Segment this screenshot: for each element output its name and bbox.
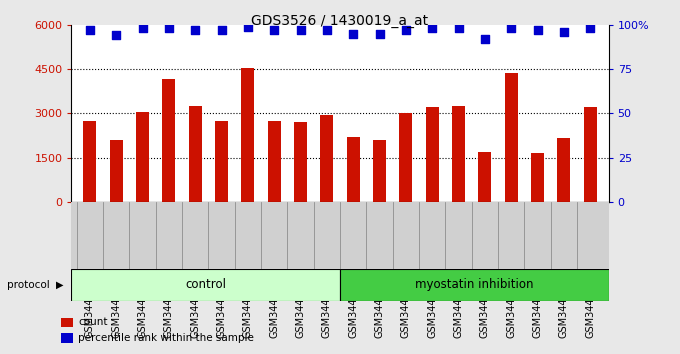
Text: count: count bbox=[78, 318, 107, 327]
Point bbox=[190, 27, 201, 33]
Text: control: control bbox=[185, 279, 226, 291]
Bar bbox=[347, 137, 360, 202]
Point bbox=[401, 27, 411, 33]
Point bbox=[374, 31, 385, 36]
Point bbox=[163, 25, 174, 31]
Text: protocol: protocol bbox=[7, 280, 50, 290]
Bar bbox=[83, 121, 97, 202]
Point bbox=[479, 36, 490, 42]
Point bbox=[532, 27, 543, 33]
Bar bbox=[109, 140, 123, 202]
Point bbox=[453, 25, 464, 31]
Bar bbox=[452, 106, 465, 202]
Bar bbox=[478, 152, 492, 202]
Text: ▶: ▶ bbox=[56, 280, 63, 290]
Bar bbox=[71, 269, 340, 301]
Bar bbox=[241, 68, 254, 202]
Bar bbox=[531, 153, 544, 202]
Point bbox=[558, 29, 569, 35]
Bar bbox=[294, 122, 307, 202]
Bar bbox=[215, 121, 228, 202]
Bar bbox=[268, 121, 281, 202]
Bar bbox=[373, 140, 386, 202]
Bar bbox=[163, 79, 175, 202]
Point bbox=[137, 25, 148, 31]
Point bbox=[242, 24, 253, 29]
Bar bbox=[188, 106, 202, 202]
Point bbox=[269, 27, 279, 33]
Point bbox=[111, 33, 122, 38]
Bar bbox=[399, 113, 412, 202]
Point bbox=[216, 27, 227, 33]
Text: percentile rank within the sample: percentile rank within the sample bbox=[78, 333, 254, 343]
Bar bbox=[557, 138, 571, 202]
Point bbox=[322, 27, 333, 33]
Point bbox=[295, 27, 306, 33]
Bar bbox=[505, 74, 517, 202]
Point bbox=[427, 25, 438, 31]
Bar bbox=[136, 112, 149, 202]
Point bbox=[585, 25, 596, 31]
Bar bbox=[340, 269, 609, 301]
Point bbox=[347, 31, 358, 36]
Text: myostatin inhibition: myostatin inhibition bbox=[415, 279, 534, 291]
Bar bbox=[583, 107, 597, 202]
Point bbox=[506, 25, 517, 31]
Point bbox=[84, 27, 95, 33]
Bar bbox=[426, 107, 439, 202]
Bar bbox=[320, 115, 333, 202]
Text: GDS3526 / 1430019_a_at: GDS3526 / 1430019_a_at bbox=[252, 14, 428, 28]
